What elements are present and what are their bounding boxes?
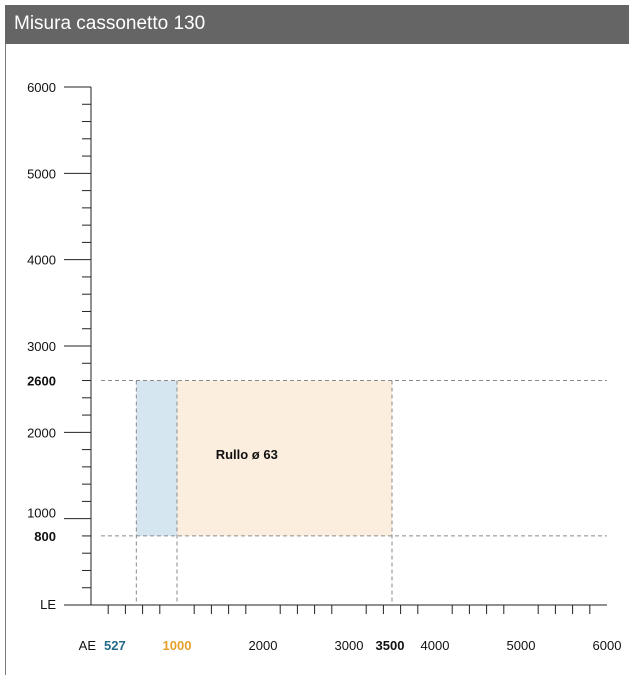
y-axis-title: LE bbox=[40, 597, 56, 612]
y-tick-label: 5000 bbox=[27, 166, 56, 181]
x-tick-label: 3000 bbox=[335, 638, 364, 653]
chart-panel: Misura cassonetto 130 bbox=[5, 5, 629, 675]
x-highlight-label-split: 1000 bbox=[163, 638, 192, 653]
y-highlight-label-high: 2600 bbox=[27, 374, 56, 389]
region-1 bbox=[177, 380, 392, 536]
x-highlight-label-max: 3500 bbox=[376, 638, 405, 653]
x-tick-label: 6000 bbox=[593, 638, 622, 653]
y-tick-label: 4000 bbox=[27, 253, 56, 268]
x-tick-label: 2000 bbox=[249, 638, 278, 653]
y-tick-label: 6000 bbox=[27, 80, 56, 95]
y-highlight-label-low: 800 bbox=[34, 529, 56, 544]
y-tick-label: 3000 bbox=[27, 339, 56, 354]
panel-left-border bbox=[5, 44, 6, 675]
chart-title: Misura cassonetto 130 bbox=[14, 13, 206, 34]
x-tick-label: 5000 bbox=[507, 638, 536, 653]
x-axis-title: AE bbox=[79, 638, 97, 653]
region-0 bbox=[136, 380, 177, 536]
x-tick-label: 4000 bbox=[421, 638, 450, 653]
chart-header: Misura cassonetto 130 bbox=[5, 5, 629, 44]
y-tick-label: 1000 bbox=[27, 506, 56, 521]
region-label: Rullo ø 63 bbox=[216, 447, 278, 462]
x-highlight-label-min: 527 bbox=[104, 638, 126, 653]
y-tick-label: 2000 bbox=[27, 425, 56, 440]
